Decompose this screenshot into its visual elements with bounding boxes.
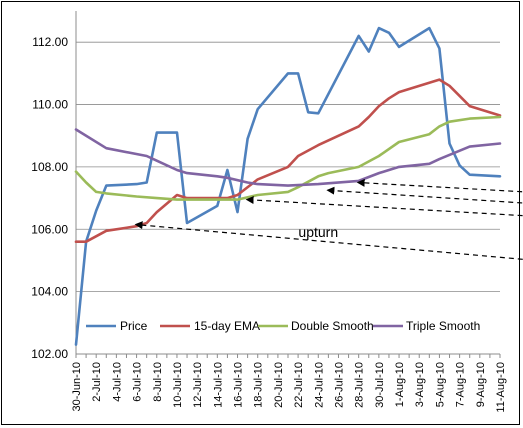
x-tick-label: 4-Jul-10 xyxy=(111,362,123,402)
legend-label-double-smooth: Double Smooth xyxy=(291,319,374,333)
x-tick-label: 12-Jul-10 xyxy=(192,362,204,408)
axes: 102.00 104.00 106.00 108.00 110.00 112.00 30-J… xyxy=(31,11,507,413)
x-tick-label: 8-Jul-10 xyxy=(152,362,164,402)
annotation-label: upturn xyxy=(298,224,338,240)
series-lines xyxy=(74,26,502,346)
x-tick-label: 11-Aug-10 xyxy=(495,362,507,413)
x-tick-label: 5-Aug-10 xyxy=(434,362,446,407)
gridlines xyxy=(76,41,500,355)
x-tick-label: 20-Jul-10 xyxy=(273,362,285,408)
x-tick-label: 30-Jun-10 xyxy=(71,362,83,412)
y-tick-label: 108.00 xyxy=(31,160,68,174)
legend-label-price: Price xyxy=(120,319,148,333)
annotation-arrow xyxy=(245,196,523,217)
annotation-arrow xyxy=(134,221,523,260)
series-line-triple-smooth xyxy=(74,128,502,187)
y-tick-label: 106.00 xyxy=(31,222,68,236)
x-tick-label: 14-Jul-10 xyxy=(212,362,224,408)
x-tick-label: 28-Jul-10 xyxy=(354,362,366,408)
y-tick-label: 112.00 xyxy=(32,35,68,49)
legend-label-15-day-ema: 15-day EMA xyxy=(194,319,260,333)
x-tick-label: 22-Jul-10 xyxy=(293,362,305,408)
series-line-price xyxy=(74,26,502,346)
x-tick-label: 16-Jul-10 xyxy=(233,362,245,408)
x-tick-label: 6-Jul-10 xyxy=(132,362,144,402)
legend-label-triple-smooth: Triple Smooth xyxy=(406,319,480,333)
x-tick-label: 10-Jul-10 xyxy=(172,362,184,408)
x-tick-label: 1-Aug-10 xyxy=(394,362,406,407)
x-tick-label: 30-Jul-10 xyxy=(374,362,386,408)
x-tick-label: 26-Jul-10 xyxy=(333,362,345,408)
annotation-arrow xyxy=(326,186,523,204)
series-line-15-day-ema xyxy=(74,78,502,243)
x-tick-label: 24-Jul-10 xyxy=(313,362,325,408)
annotations: upturn xyxy=(134,178,523,260)
y-tick-label: 110.00 xyxy=(32,98,68,112)
x-tick-label: 3-Aug-10 xyxy=(414,362,426,407)
x-tick-label: 2-Jul-10 xyxy=(91,362,103,402)
legend: Price 15-day EMA Double Smooth Triple Smoot… xyxy=(86,319,480,333)
x-tick-label: 7-Aug-10 xyxy=(455,362,467,407)
x-tick-label: 18-Jul-10 xyxy=(253,362,265,408)
y-tick-label: 102.00 xyxy=(31,347,68,361)
x-tick-label: 9-Aug-10 xyxy=(475,362,487,407)
y-tick-label: 104.00 xyxy=(31,285,68,299)
series-line-double-smooth xyxy=(74,115,502,201)
